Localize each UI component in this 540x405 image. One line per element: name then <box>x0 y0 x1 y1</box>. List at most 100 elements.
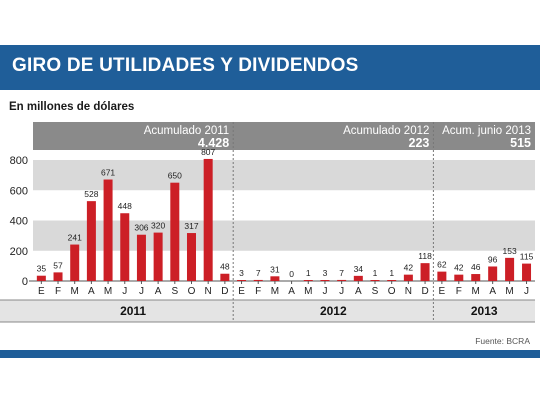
x-tick-label: F <box>255 286 261 297</box>
x-tick-label: J <box>139 286 144 297</box>
bar-value-label: 42 <box>454 263 464 273</box>
title-bar: GIRO DE UTILIDADES Y DIVIDENDOS <box>0 45 540 90</box>
bar <box>170 182 180 281</box>
bar <box>387 280 397 281</box>
x-tick-label: M <box>505 286 513 297</box>
year-band <box>0 300 535 322</box>
bar <box>103 179 113 281</box>
bar <box>220 273 230 281</box>
y-tick-label: 600 <box>10 185 28 197</box>
bar <box>437 271 447 281</box>
bottom-bar <box>0 350 540 358</box>
bar <box>237 280 247 281</box>
bar <box>136 234 146 281</box>
bar-value-label: 31 <box>270 264 280 274</box>
x-tick-label: J <box>122 286 127 297</box>
bar-value-label: 7 <box>256 268 261 278</box>
bar <box>153 232 163 281</box>
x-tick-label: A <box>88 286 95 297</box>
x-tick-label: N <box>205 286 212 297</box>
year-label: 2013 <box>471 304 498 318</box>
x-tick-label: S <box>171 286 178 297</box>
bar-value-label: 1 <box>306 268 311 278</box>
bar-value-label: 62 <box>437 260 447 270</box>
bar <box>36 275 46 281</box>
y-tick-label: 0 <box>22 276 28 288</box>
x-tick-label: M <box>472 286 480 297</box>
header-value: 4.428 <box>198 136 229 150</box>
bar-value-label: 320 <box>151 221 165 231</box>
x-tick-label: M <box>71 286 79 297</box>
bar <box>86 201 96 281</box>
bar-value-label: 7 <box>339 268 344 278</box>
chart-subtitle: En millones de dólares <box>9 101 135 113</box>
bar-value-label: 118 <box>418 251 432 261</box>
bar-value-label: 42 <box>404 263 414 273</box>
bar <box>337 279 347 281</box>
header-value: 515 <box>510 136 531 150</box>
x-tick-label: D <box>421 286 428 297</box>
bar <box>203 158 213 281</box>
bar-value-label: 1 <box>389 268 394 278</box>
x-tick-label: O <box>388 286 396 297</box>
bar-value-label: 3 <box>323 268 328 278</box>
bar <box>488 266 498 281</box>
x-tick-label: M <box>304 286 312 297</box>
bar <box>420 263 430 281</box>
bar-value-label: 241 <box>68 233 82 243</box>
header-label: Acumulado 2011 <box>144 125 229 137</box>
y-tick-label: 800 <box>10 155 28 167</box>
bar-value-label: 57 <box>53 260 63 270</box>
bar-value-label: 3 <box>239 268 244 278</box>
x-tick-label: M <box>104 286 112 297</box>
header-label: Acum. junio 2013 <box>442 125 531 137</box>
x-tick-label: F <box>55 286 61 297</box>
bar <box>403 274 413 281</box>
bar <box>270 276 280 281</box>
bar-value-label: 35 <box>37 264 47 274</box>
bar-value-label: 317 <box>184 221 198 231</box>
bar <box>53 272 63 281</box>
bar <box>505 257 515 281</box>
bar <box>454 274 464 281</box>
bar-value-label: 48 <box>220 262 230 272</box>
header-label: Acumulado 2012 <box>343 125 429 137</box>
bar-value-label: 528 <box>84 189 98 199</box>
bar-value-label: 34 <box>354 264 364 274</box>
x-tick-label: S <box>372 286 379 297</box>
bar-value-label: 448 <box>118 201 132 211</box>
bar-value-label: 96 <box>488 254 498 264</box>
bar <box>522 263 532 281</box>
x-tick-label: J <box>339 286 344 297</box>
bar <box>120 213 130 281</box>
bar <box>70 244 80 281</box>
x-tick-label: N <box>405 286 412 297</box>
x-tick-label: E <box>238 286 245 297</box>
bar <box>353 275 363 281</box>
y-tick-label: 400 <box>10 216 28 228</box>
bar-value-label: 650 <box>168 171 182 181</box>
y-tick-label: 200 <box>10 246 28 258</box>
bar-value-label: 46 <box>471 262 481 272</box>
bar <box>471 274 481 281</box>
bar-value-label: 1 <box>373 268 378 278</box>
bar-value-label: 306 <box>134 223 148 233</box>
x-tick-label: F <box>456 286 462 297</box>
x-tick-label: A <box>155 286 162 297</box>
x-tick-label: M <box>271 286 279 297</box>
bar <box>370 280 380 281</box>
year-label: 2011 <box>120 304 146 318</box>
grid-band <box>33 160 535 191</box>
bar-value-label: 807 <box>201 147 215 157</box>
bar-value-label: 115 <box>520 252 534 262</box>
bar-value-label: 0 <box>289 269 294 279</box>
header-band <box>33 122 535 150</box>
x-tick-label: J <box>322 286 327 297</box>
x-tick-label: O <box>188 286 196 297</box>
x-tick-label: J <box>524 286 529 297</box>
source-note: Fuente: BCRA <box>475 336 530 346</box>
x-tick-label: D <box>221 286 228 297</box>
chart-title: GIRO DE UTILIDADES Y DIVIDENDOS <box>12 55 359 76</box>
year-label: 2012 <box>320 304 347 318</box>
header-value: 223 <box>409 136 430 150</box>
